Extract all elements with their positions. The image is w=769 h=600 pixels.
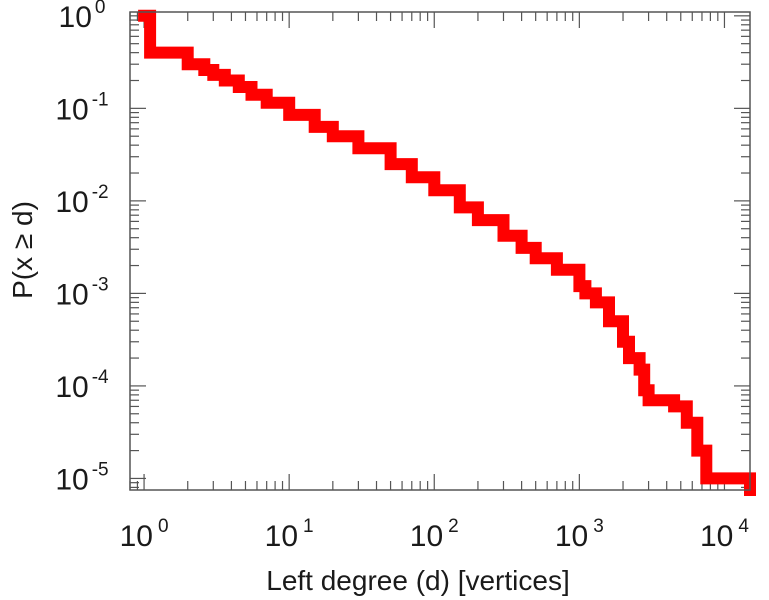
x-axis-label: Left degree (d) [vertices] <box>266 565 569 596</box>
y-tick-label-1: 10 -1 <box>55 89 108 126</box>
x-tick-label-2: 10 2 <box>410 516 459 553</box>
x-tick-label-0: 10 0 <box>120 516 169 553</box>
x-tick-label-1: 10 1 <box>265 516 314 553</box>
y-tick-label-0: 10 0 <box>59 0 106 34</box>
x-tick-label-4: 10 4 <box>700 516 749 553</box>
plot-frame <box>129 11 751 491</box>
y-tick-label-5: 10 -5 <box>55 459 108 496</box>
series-line-0 <box>138 9 756 496</box>
x-tick-label-3: 10 3 <box>555 516 604 553</box>
y-tick-label-3: 10 -3 <box>55 274 108 311</box>
x-tick-labels: 10 0 10 1 10 2 10 3 10 4 <box>120 516 750 553</box>
series-layer <box>138 9 756 496</box>
y-axis-label: P(x ≥ d) <box>7 201 38 299</box>
y-tick-label-2: 10 -2 <box>55 182 108 219</box>
y-tick-label-4: 10 -4 <box>55 367 109 404</box>
minor-ticks <box>129 12 750 490</box>
